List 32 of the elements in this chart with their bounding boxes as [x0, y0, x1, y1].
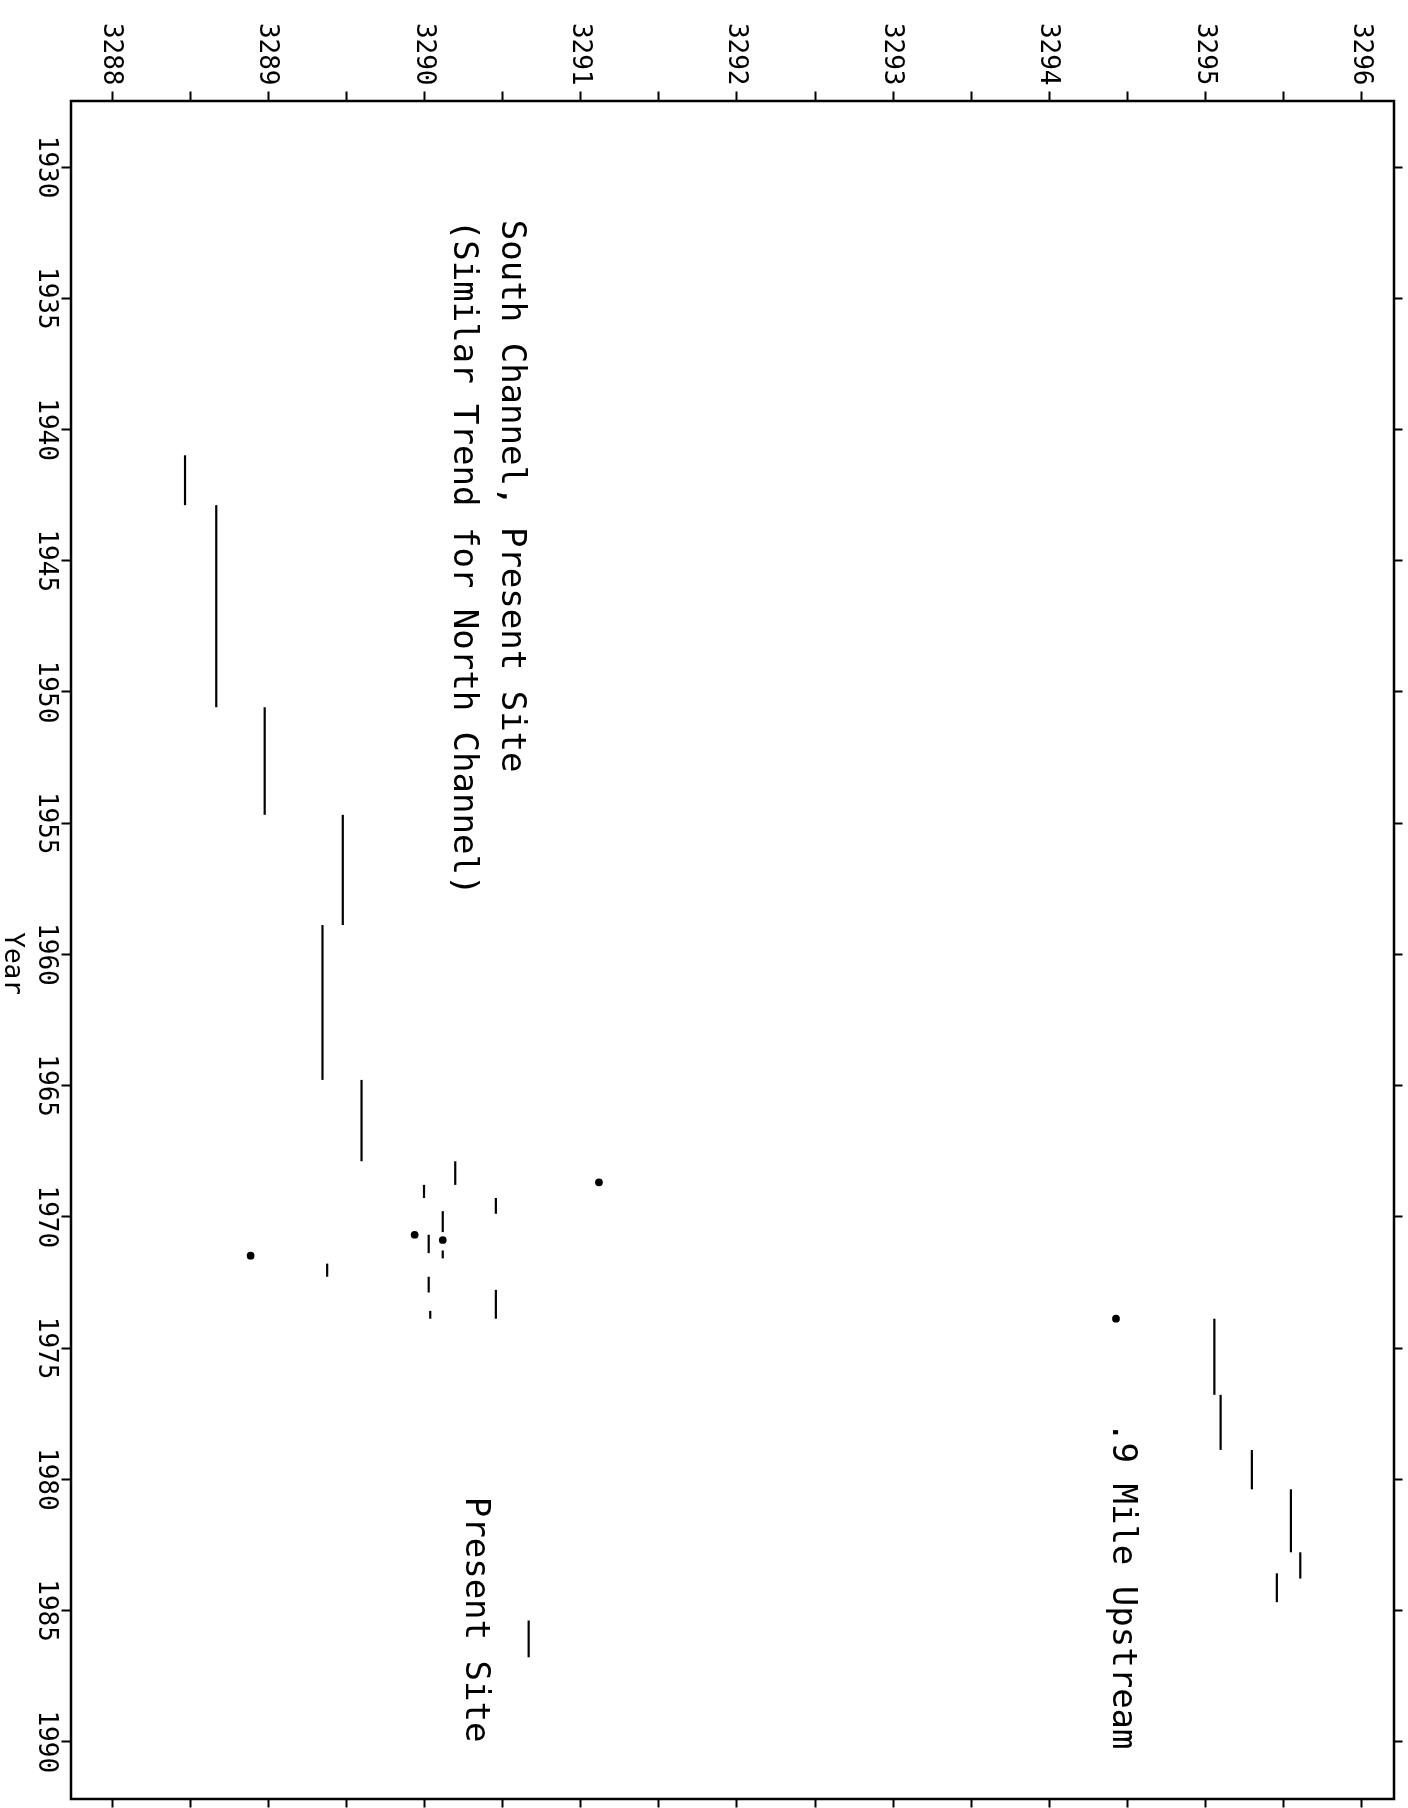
point	[410, 1230, 419, 1239]
annotation: South Channel, Present Site	[493, 219, 534, 773]
y-tick-label: 1970	[32, 1185, 63, 1249]
point	[595, 1178, 603, 1187]
point	[246, 1251, 255, 1260]
y-tick-label: 1965	[32, 1054, 63, 1117]
y-axis-title: Year	[0, 932, 29, 995]
y-tick-label: 1980	[32, 1448, 63, 1511]
y-tick-label: 1985	[32, 1579, 63, 1642]
y-tick-label: 1945	[32, 529, 63, 593]
y-tick-label: 1955	[32, 791, 63, 855]
x-tick-label: 3294	[1035, 22, 1066, 86]
x-tick-label: 3291	[566, 22, 597, 86]
y-tick-label: 1990	[32, 1710, 63, 1774]
x-tick-label: 3288	[98, 22, 129, 86]
point	[1112, 1314, 1120, 1323]
y-tick-label: 1960	[32, 923, 63, 986]
x-tick-label: 3289	[254, 22, 285, 86]
annotation: (Similar Trend for North Channel)	[445, 219, 486, 896]
x-tick-label: 3292	[722, 22, 753, 86]
x-tick-label: 3295	[1191, 22, 1222, 86]
y-tick-label: 1940	[32, 398, 63, 461]
y-tick-label: 1975	[32, 1316, 63, 1380]
annotation: Present Site	[457, 1496, 498, 1743]
y-tick-label: 1930	[32, 135, 63, 199]
x-tick-label: 3290	[410, 22, 441, 86]
x-tick-label: 3293	[879, 22, 910, 86]
y-tick-label: 1950	[32, 660, 63, 724]
point	[438, 1236, 447, 1244]
y-tick-label: 1935	[32, 267, 63, 330]
annotation: .9 Mile Upstream	[1104, 1422, 1145, 1750]
x-tick-label: 3296	[1347, 22, 1378, 86]
